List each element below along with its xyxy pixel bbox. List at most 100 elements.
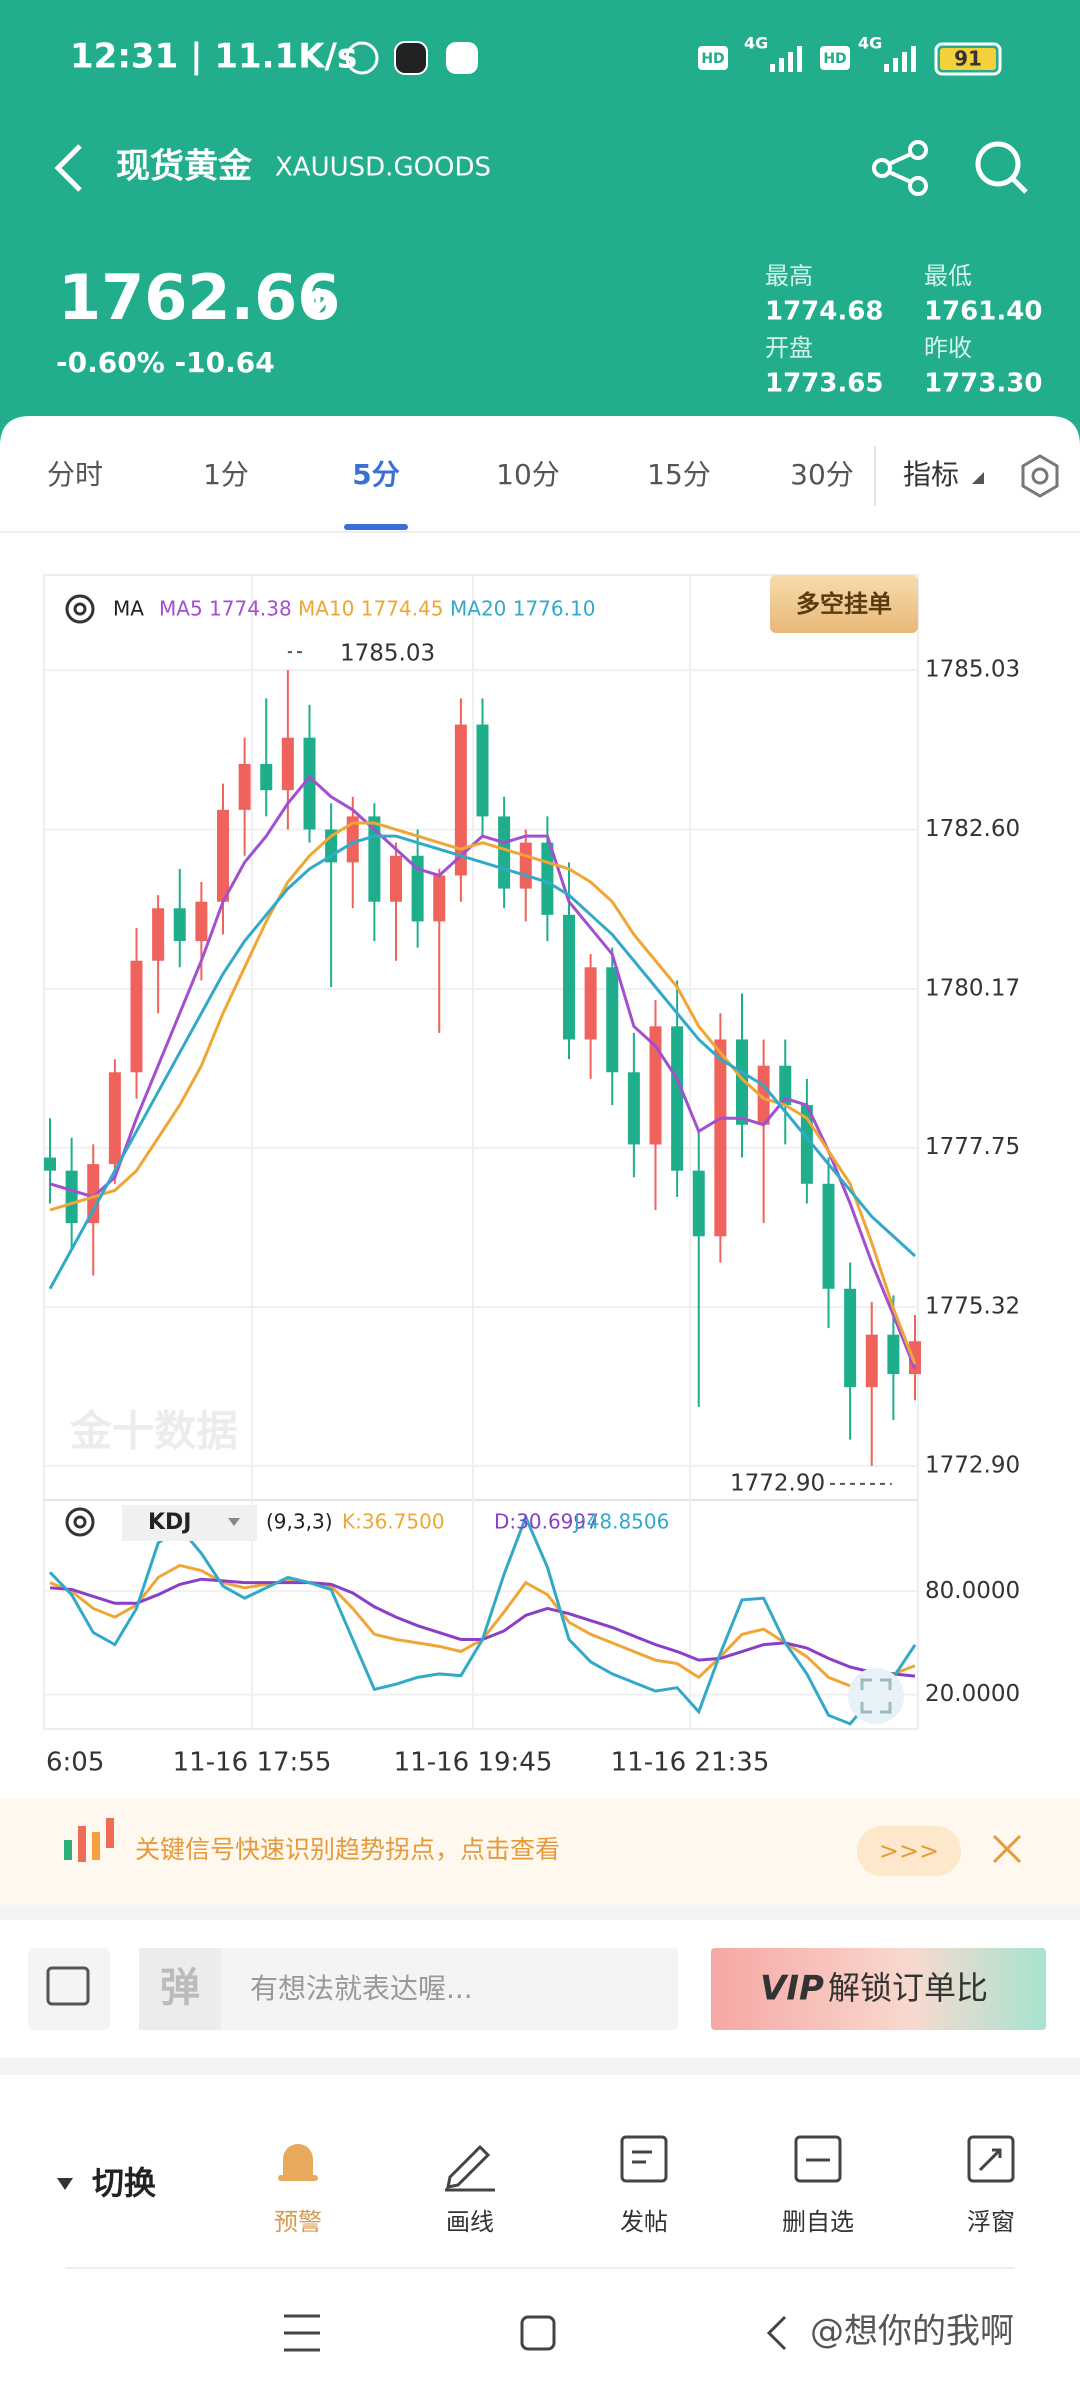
stat-label: 最低 [924, 262, 972, 290]
indicator-tab[interactable]: 指标 [903, 458, 959, 491]
tab[interactable]: 分时 [47, 458, 103, 491]
banner-close[interactable] [992, 1834, 1022, 1864]
legend-entry: MA20 1776.10 [450, 597, 595, 621]
signal [770, 46, 802, 72]
candle-body [195, 901, 208, 942]
back-key[interactable] [766, 2315, 787, 2351]
banner-button[interactable] [857, 1826, 961, 1876]
candle-body [779, 1065, 792, 1106]
y-tick-label: 80.0000 [925, 1578, 1020, 1604]
gear-icon[interactable] [65, 594, 95, 624]
tab[interactable]: 30分 [790, 458, 854, 491]
y-tick-label: 1782.60 [925, 816, 1020, 842]
candle-body [303, 737, 316, 830]
candle-body [346, 816, 359, 863]
down-arrow [306, 288, 330, 314]
nav-item[interactable]: 画线 [446, 2208, 494, 2236]
legend-entry: D:30.6997 [494, 1510, 599, 1534]
candle-body [152, 908, 165, 961]
candle-body [563, 914, 575, 1040]
max-label: 1785.03 [340, 641, 435, 667]
candle-body [865, 1334, 878, 1388]
y-tick-label: 1772.90 [925, 1452, 1020, 1478]
menu-key[interactable] [284, 2314, 320, 2352]
switch-button[interactable]: 切换 [92, 2164, 156, 2202]
banner-text: 关键信号快速识别趋势拐点，点击查看 [135, 1835, 560, 1864]
tab[interactable]: 5分 [352, 458, 399, 491]
switch-arrow [57, 2178, 73, 2190]
nav-item[interactable]: 预警 [274, 2208, 322, 2236]
candle-body [87, 1164, 100, 1224]
gap [0, 1905, 1080, 1920]
stat-label: 最高 [765, 262, 813, 290]
share-button[interactable] [872, 140, 928, 196]
gear-icon[interactable] [65, 1507, 95, 1537]
danmaku-button[interactable] [139, 1948, 221, 2030]
candle-body [476, 724, 489, 817]
candle-body [217, 809, 229, 902]
candle-body [692, 1170, 705, 1237]
price: 1762.66 [58, 261, 340, 334]
candle-body [65, 1170, 78, 1224]
search-button[interactable] [975, 141, 1028, 194]
expand-button[interactable] [848, 1668, 904, 1724]
vip-button[interactable] [711, 1948, 1046, 2030]
battery-level: 91 [954, 47, 982, 71]
symbol: XAUUSD.GOODS [275, 153, 491, 183]
settings-button[interactable] [1021, 454, 1059, 498]
orders-button[interactable] [28, 1948, 110, 2030]
nav-item[interactable]: 发帖 [620, 2208, 668, 2236]
settings-dot [1031, 467, 1049, 485]
hd-badge [820, 46, 850, 70]
candle-body [44, 1157, 56, 1171]
tab[interactable]: 1分 [203, 458, 249, 491]
battery-fill [940, 48, 996, 70]
candle-body [671, 1026, 684, 1171]
alarm-icon [345, 41, 379, 75]
input-placeholder: 有想法就表达喔... [250, 1972, 473, 2005]
candle-body [606, 967, 619, 1073]
banner-button-label: >>> [879, 1837, 939, 1865]
home-key[interactable] [520, 2315, 556, 2351]
x-tick-label: 11-16 19:45 [394, 1748, 553, 1778]
legend-entry: MA5 1774.38 [159, 597, 292, 621]
hd: HD [823, 51, 846, 67]
candle-body [411, 855, 424, 922]
long-short-label: 多空挂单 [796, 590, 892, 618]
orders-icon [46, 1966, 90, 2006]
indicator-arrow [972, 472, 984, 484]
series-line [48, 834, 917, 1290]
candle-body [238, 763, 251, 810]
candle-body [627, 1072, 640, 1145]
hd: HD [701, 51, 724, 67]
candle-body [757, 1065, 770, 1125]
candle-body [260, 763, 273, 791]
tab[interactable]: 10分 [496, 458, 560, 491]
long-short-button[interactable] [770, 575, 918, 633]
y-tick-label: 1780.17 [925, 975, 1020, 1001]
candle-body [736, 1039, 748, 1125]
candle-body [108, 1072, 121, 1165]
series-line [48, 1513, 917, 1726]
back-button[interactable] [54, 144, 82, 192]
nav-item[interactable]: 浮窗 [967, 2208, 1015, 2236]
candle-body [454, 724, 467, 876]
candle-body [498, 816, 511, 889]
candle-body [887, 1334, 900, 1375]
kdj-params: (9,3,3) [266, 1510, 333, 1534]
expand-icon [860, 1678, 892, 1714]
y-tick-label: 1785.03 [925, 657, 1020, 683]
x-tick-label: 11-16 21:35 [611, 1748, 770, 1778]
candle-body [173, 908, 186, 942]
candle-body [844, 1288, 857, 1388]
header-bg [0, 0, 1080, 470]
kdj-name: KDJ [148, 1510, 192, 1535]
legend-entry: MA10 1774.45 [298, 597, 443, 621]
candle-body [390, 855, 402, 902]
comment-input[interactable] [139, 1948, 678, 2030]
tab[interactable]: 15分 [647, 458, 711, 491]
vip-label: 解锁订单比 [828, 1969, 988, 2007]
candle-body [909, 1341, 921, 1375]
nav-item[interactable]: 删自选 [782, 2208, 854, 2236]
stat-label: 开盘 [765, 334, 813, 362]
